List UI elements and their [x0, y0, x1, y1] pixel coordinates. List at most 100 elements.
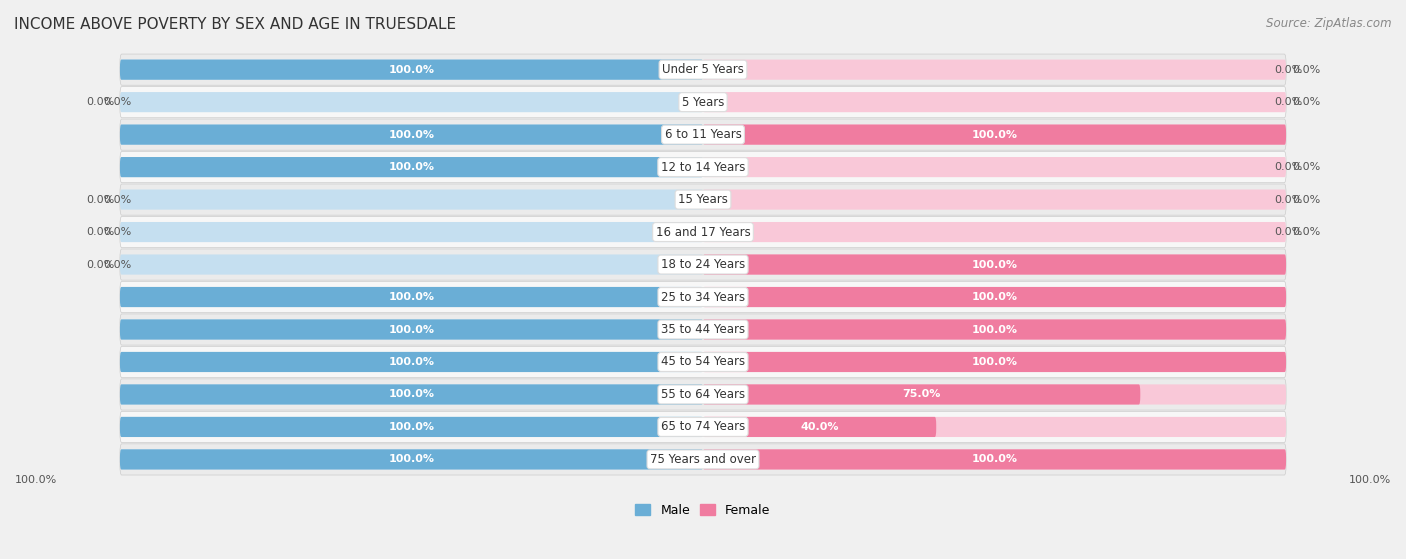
Text: Source: ZipAtlas.com: Source: ZipAtlas.com — [1267, 17, 1392, 30]
Text: 0.0%: 0.0% — [104, 259, 132, 269]
FancyBboxPatch shape — [120, 125, 703, 145]
Text: 16 and 17 Years: 16 and 17 Years — [655, 226, 751, 239]
FancyBboxPatch shape — [120, 125, 703, 145]
FancyBboxPatch shape — [120, 417, 703, 437]
Text: 100.0%: 100.0% — [972, 292, 1018, 302]
Text: 65 to 74 Years: 65 to 74 Years — [661, 420, 745, 433]
FancyBboxPatch shape — [120, 314, 1286, 345]
FancyBboxPatch shape — [703, 385, 1286, 405]
Text: 0.0%: 0.0% — [104, 97, 132, 107]
Text: 0.0%: 0.0% — [1292, 97, 1320, 107]
Text: 0.0%: 0.0% — [1274, 97, 1302, 107]
Text: 100.0%: 100.0% — [388, 65, 434, 75]
FancyBboxPatch shape — [120, 287, 703, 307]
FancyBboxPatch shape — [703, 417, 1286, 437]
FancyBboxPatch shape — [120, 281, 1286, 312]
FancyBboxPatch shape — [703, 449, 1286, 470]
Text: 0.0%: 0.0% — [1274, 65, 1302, 75]
FancyBboxPatch shape — [703, 92, 1286, 112]
Text: 18 to 24 Years: 18 to 24 Years — [661, 258, 745, 271]
Legend: Male, Female: Male, Female — [630, 499, 776, 522]
Text: 100.0%: 100.0% — [388, 454, 434, 465]
FancyBboxPatch shape — [703, 319, 1286, 339]
Text: 6 to 11 Years: 6 to 11 Years — [665, 128, 741, 141]
Text: 15 Years: 15 Years — [678, 193, 728, 206]
FancyBboxPatch shape — [120, 60, 703, 80]
Text: 100.0%: 100.0% — [388, 130, 434, 140]
FancyBboxPatch shape — [120, 449, 703, 470]
Text: 5 Years: 5 Years — [682, 96, 724, 108]
Text: 100.0%: 100.0% — [388, 422, 434, 432]
FancyBboxPatch shape — [120, 119, 1286, 150]
FancyBboxPatch shape — [120, 157, 703, 177]
Text: 0.0%: 0.0% — [104, 195, 132, 205]
Text: 0.0%: 0.0% — [1292, 227, 1320, 237]
FancyBboxPatch shape — [120, 151, 1286, 183]
FancyBboxPatch shape — [703, 125, 1286, 145]
Text: 100.0%: 100.0% — [388, 162, 434, 172]
Text: 0.0%: 0.0% — [104, 227, 132, 237]
FancyBboxPatch shape — [120, 87, 1286, 118]
FancyBboxPatch shape — [703, 157, 1286, 177]
FancyBboxPatch shape — [120, 379, 1286, 410]
FancyBboxPatch shape — [703, 319, 1286, 339]
FancyBboxPatch shape — [120, 157, 703, 177]
Text: 12 to 14 Years: 12 to 14 Years — [661, 160, 745, 174]
FancyBboxPatch shape — [120, 249, 1286, 280]
FancyBboxPatch shape — [120, 385, 703, 405]
FancyBboxPatch shape — [703, 254, 1286, 274]
FancyBboxPatch shape — [120, 352, 703, 372]
Text: 0.0%: 0.0% — [1292, 162, 1320, 172]
FancyBboxPatch shape — [120, 449, 703, 470]
Text: 100.0%: 100.0% — [388, 357, 434, 367]
FancyBboxPatch shape — [120, 444, 1286, 475]
Text: 100.0%: 100.0% — [388, 390, 434, 400]
FancyBboxPatch shape — [120, 54, 1286, 85]
FancyBboxPatch shape — [120, 385, 703, 405]
Text: 75.0%: 75.0% — [903, 390, 941, 400]
Text: 100.0%: 100.0% — [388, 325, 434, 334]
FancyBboxPatch shape — [120, 216, 1286, 248]
Text: 100.0%: 100.0% — [972, 130, 1018, 140]
Text: 0.0%: 0.0% — [1274, 227, 1302, 237]
FancyBboxPatch shape — [120, 60, 703, 80]
FancyBboxPatch shape — [703, 385, 1140, 405]
Text: 100.0%: 100.0% — [972, 357, 1018, 367]
Text: 0.0%: 0.0% — [86, 195, 114, 205]
Text: 40.0%: 40.0% — [800, 422, 839, 432]
FancyBboxPatch shape — [703, 254, 1286, 274]
FancyBboxPatch shape — [703, 287, 1286, 307]
FancyBboxPatch shape — [120, 352, 703, 372]
FancyBboxPatch shape — [120, 287, 703, 307]
FancyBboxPatch shape — [120, 190, 703, 210]
FancyBboxPatch shape — [120, 92, 703, 112]
FancyBboxPatch shape — [120, 319, 703, 339]
Text: 100.0%: 100.0% — [1348, 475, 1391, 485]
Text: 0.0%: 0.0% — [1292, 65, 1320, 75]
Text: INCOME ABOVE POVERTY BY SEX AND AGE IN TRUESDALE: INCOME ABOVE POVERTY BY SEX AND AGE IN T… — [14, 17, 456, 32]
FancyBboxPatch shape — [703, 60, 1286, 80]
Text: 0.0%: 0.0% — [86, 97, 114, 107]
Text: 0.0%: 0.0% — [1274, 195, 1302, 205]
Text: 100.0%: 100.0% — [15, 475, 58, 485]
FancyBboxPatch shape — [703, 287, 1286, 307]
FancyBboxPatch shape — [703, 125, 1286, 145]
FancyBboxPatch shape — [703, 352, 1286, 372]
Text: 100.0%: 100.0% — [972, 325, 1018, 334]
Text: 100.0%: 100.0% — [972, 454, 1018, 465]
Text: 75 Years and over: 75 Years and over — [650, 453, 756, 466]
Text: 25 to 34 Years: 25 to 34 Years — [661, 291, 745, 304]
Text: 45 to 54 Years: 45 to 54 Years — [661, 356, 745, 368]
Text: 0.0%: 0.0% — [86, 227, 114, 237]
Text: 35 to 44 Years: 35 to 44 Years — [661, 323, 745, 336]
Text: 55 to 64 Years: 55 to 64 Years — [661, 388, 745, 401]
FancyBboxPatch shape — [120, 411, 1286, 443]
FancyBboxPatch shape — [120, 347, 1286, 377]
FancyBboxPatch shape — [120, 417, 703, 437]
FancyBboxPatch shape — [703, 190, 1286, 210]
FancyBboxPatch shape — [703, 417, 936, 437]
FancyBboxPatch shape — [703, 449, 1286, 470]
FancyBboxPatch shape — [703, 222, 1286, 242]
Text: 0.0%: 0.0% — [1274, 162, 1302, 172]
Text: 0.0%: 0.0% — [1292, 195, 1320, 205]
